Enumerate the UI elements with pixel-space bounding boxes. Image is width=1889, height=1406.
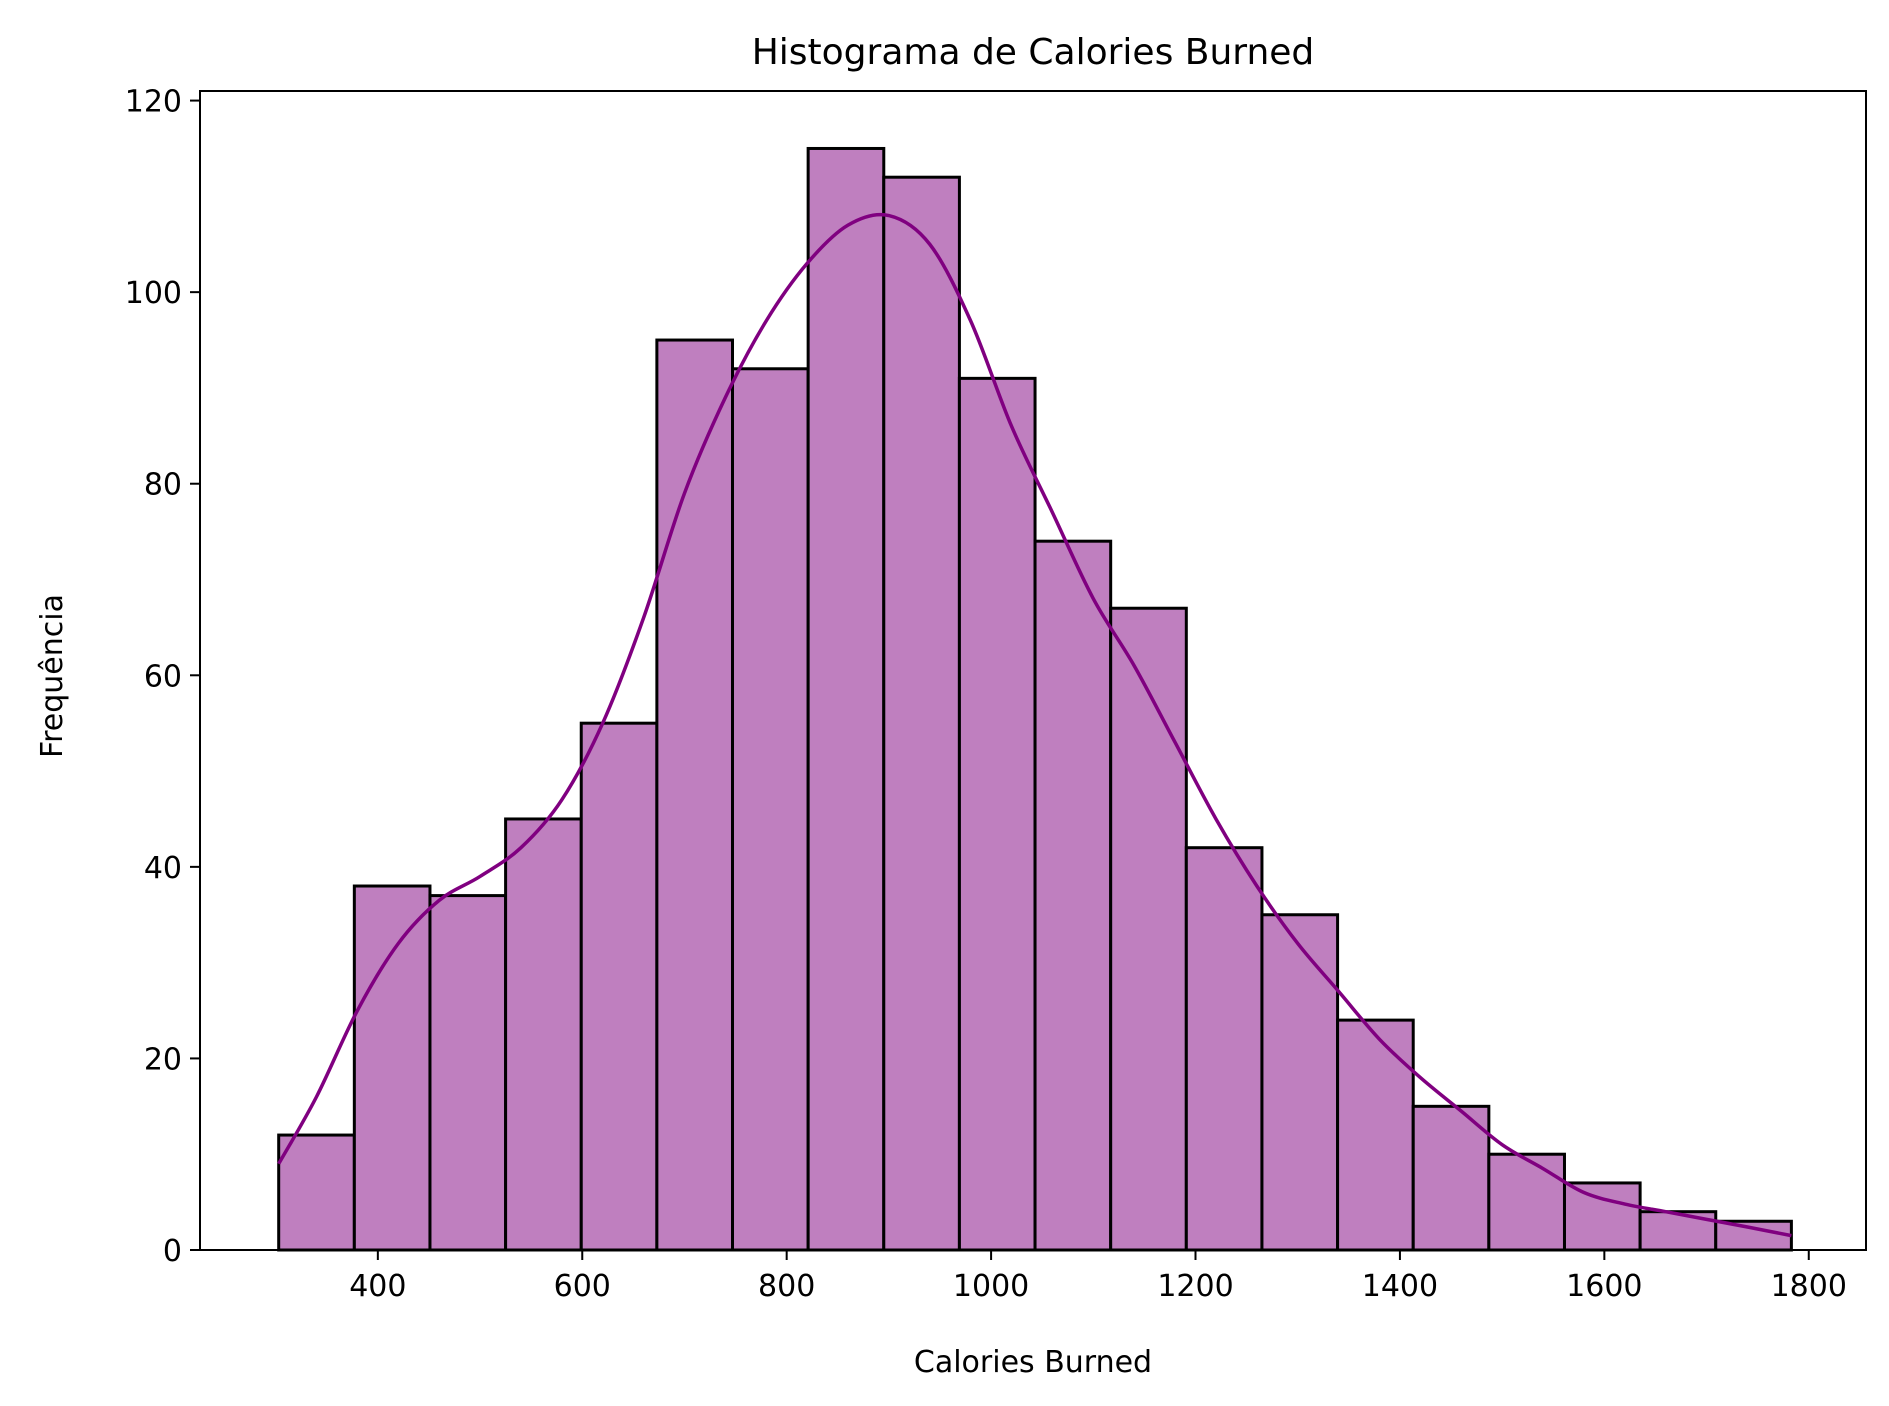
y-tick-label: 80 (144, 468, 182, 503)
histogram-bar (277, 1133, 356, 1252)
x-tick-label: 1200 (1157, 1269, 1233, 1304)
kde-curve-group (277, 212, 1792, 1238)
histogram-bar (1562, 1181, 1642, 1252)
histogram-bar (957, 376, 1037, 1252)
x-tick-label: 800 (758, 1269, 815, 1304)
histogram-bar (731, 367, 810, 1252)
x-axis-label: Calories Burned (914, 1345, 1152, 1380)
histogram-bar (1487, 1152, 1566, 1252)
histogram-bar (655, 338, 735, 1252)
y-axis-ticks: 0 20 40 60 80 100 120 (125, 85, 200, 1269)
x-tick-label: 1800 (1771, 1269, 1847, 1304)
x-tick-label: 600 (554, 1269, 611, 1304)
histogram-bar (1714, 1219, 1793, 1252)
chart-title: Histograma de Calories Burned (752, 32, 1315, 73)
y-tick-label: 0 (163, 1234, 182, 1269)
histogram-bar (1109, 606, 1188, 1252)
histogram-bars (277, 146, 1793, 1252)
y-tick-label: 120 (125, 85, 182, 120)
x-tick-label: 1600 (1566, 1269, 1642, 1304)
plot-frame (199, 90, 1867, 1251)
histogram-bar (1411, 1104, 1491, 1252)
y-tick-label: 100 (125, 276, 182, 311)
x-tick-label: 1400 (1362, 1269, 1438, 1304)
histogram-bar (1260, 913, 1340, 1252)
histogram-bar (428, 894, 508, 1252)
y-tick-label: 40 (144, 851, 182, 886)
histogram-bar (352, 884, 432, 1252)
y-tick-label: 60 (144, 659, 182, 694)
histogram-bar (1033, 539, 1113, 1252)
histogram-bar (504, 817, 583, 1252)
histogram-bar (806, 146, 886, 1252)
y-axis-label: Frequência (35, 594, 70, 758)
kde-curve (277, 212, 1792, 1238)
y-tick-label: 20 (144, 1042, 182, 1077)
x-axis-ticks: 400 600 800 1000 1200 1400 1600 1800 (349, 1250, 1847, 1304)
histogram-bar (1336, 1018, 1415, 1252)
histogram-bar (579, 721, 659, 1252)
x-tick-label: 400 (349, 1269, 406, 1304)
x-tick-label: 1000 (953, 1269, 1029, 1304)
histogram-bar (1184, 846, 1264, 1252)
histogram-bar (882, 175, 961, 1252)
